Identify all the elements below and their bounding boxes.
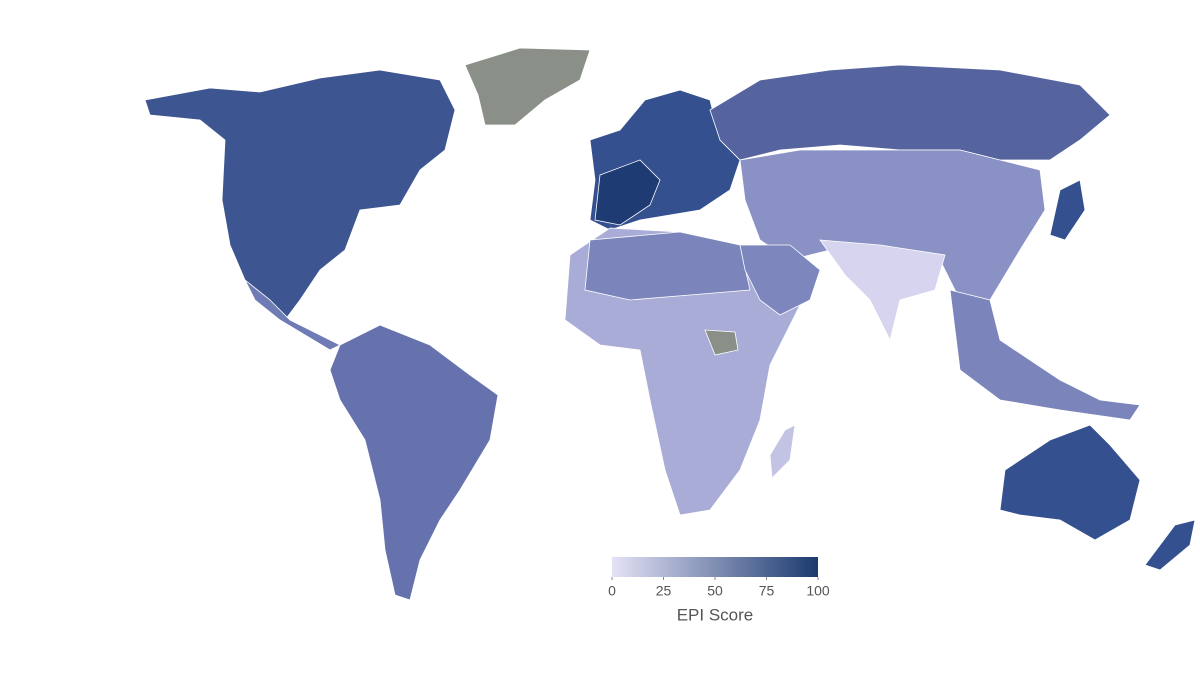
australia: [999, 424, 1141, 541]
madagascar: [769, 424, 796, 479]
tick-label: 0: [608, 583, 616, 599]
tick-label: 50: [707, 583, 723, 599]
legend: EPI Score 0 25 50 75 100: [608, 557, 830, 624]
color-bar: [612, 557, 818, 577]
south-sudan: [704, 329, 739, 356]
middle-east: [739, 244, 821, 316]
tick-label: 25: [656, 583, 672, 599]
new-zealand: [1144, 519, 1196, 571]
russia: [709, 64, 1111, 161]
southeast-asia: [949, 289, 1141, 421]
south-asia: [819, 239, 946, 342]
greenland: [464, 47, 591, 126]
land: [144, 47, 1196, 601]
mexico-central: [244, 279, 341, 351]
western-europe: [594, 159, 661, 226]
japan: [1049, 179, 1086, 241]
legend-title: EPI Score: [677, 605, 754, 624]
north-america: [144, 69, 456, 321]
south-america: [329, 324, 499, 601]
north-africa: [584, 231, 751, 301]
tick-label: 100: [806, 583, 830, 599]
tick-label: 75: [759, 583, 775, 599]
